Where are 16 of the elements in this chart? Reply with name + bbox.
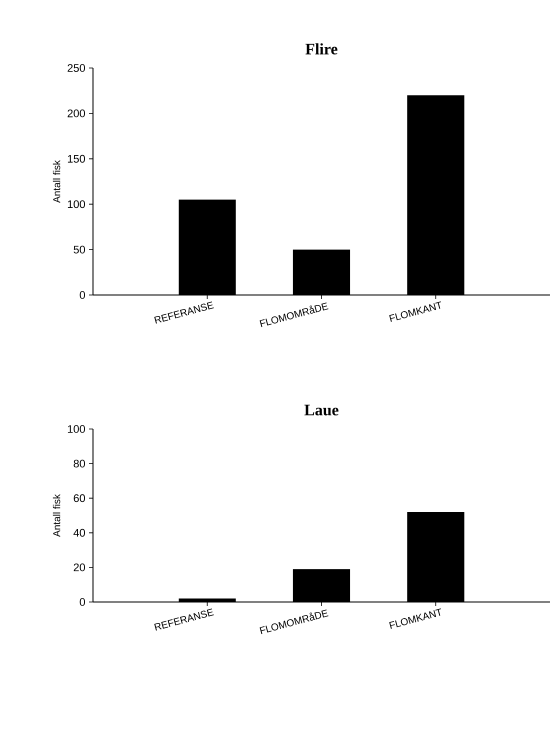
y-tick-label: 200 [68,110,86,118]
y-axis-title: Antall fisk [52,160,60,203]
y-tick-label: 250 [68,64,86,72]
y-tick-label: 20 [74,564,86,572]
y-tick-label: 0 [80,598,86,606]
y-tick-label: 40 [73,528,86,537]
y-tick-label: 100 [68,425,86,433]
chart-title: Flire [305,43,338,54]
y-tick-label: 100 [68,200,86,208]
y-tick-label: 0 [80,291,86,299]
y-tick-label: 80 [74,460,86,468]
y-axis-title: Antall fisk [52,494,60,537]
y-tick-label: 60 [74,494,86,502]
chart-title: Laue [304,404,338,416]
y-tick-label: 50 [74,246,86,254]
y-tick-label: 150 [68,154,86,163]
